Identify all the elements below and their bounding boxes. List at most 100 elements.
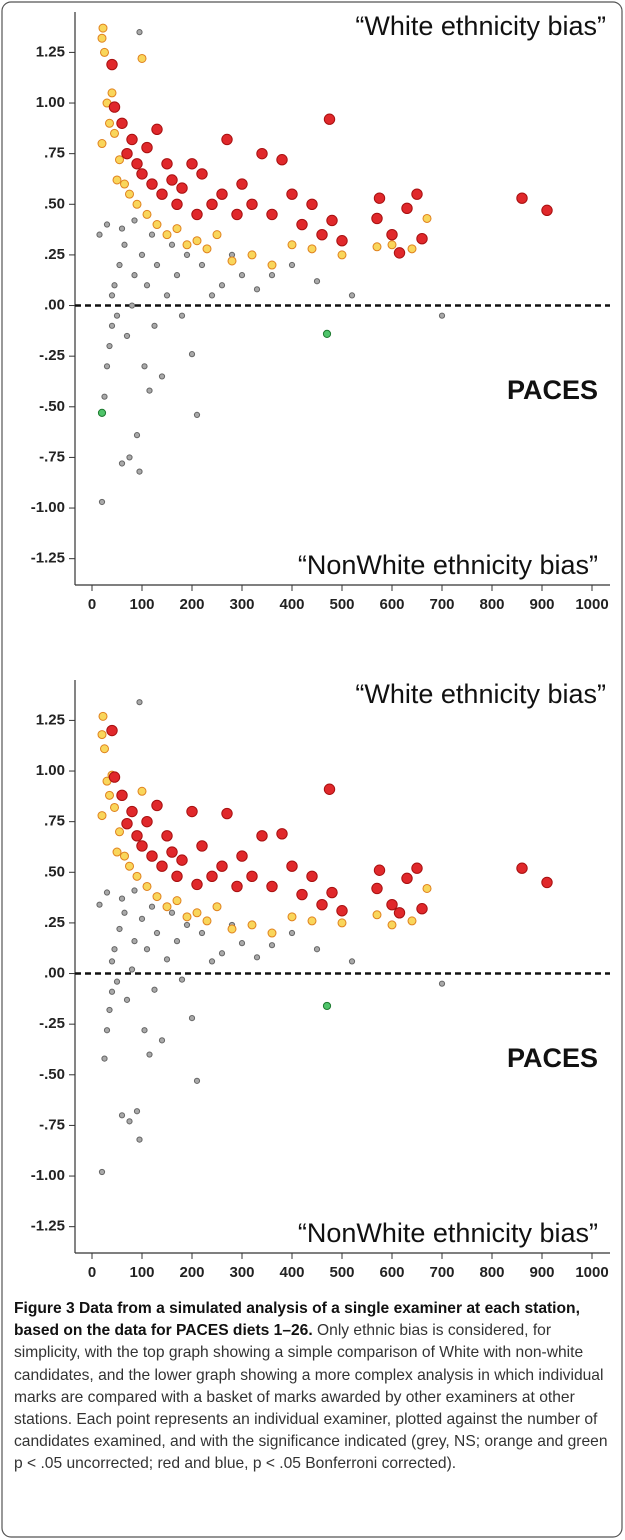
point: [131, 158, 143, 170]
point: [182, 240, 192, 250]
point: [137, 53, 147, 63]
point: [103, 889, 111, 896]
y-tick-label: 1.25: [36, 43, 65, 60]
x-tick-label: 100: [129, 1264, 154, 1281]
point: [97, 33, 107, 43]
caption-title: Figure 3 Data from a simulated analysis …: [14, 1300, 580, 1340]
point: [121, 817, 133, 830]
point: [323, 783, 336, 795]
point: [143, 946, 151, 953]
point: [178, 976, 186, 983]
point: [247, 920, 257, 930]
point: [141, 1027, 148, 1034]
point: [111, 946, 118, 953]
point: [202, 244, 212, 254]
point: [173, 272, 181, 279]
y-tick-label: -.50: [39, 398, 65, 415]
point: [191, 208, 203, 221]
point: [422, 883, 432, 893]
point: [142, 209, 152, 219]
point: [193, 1077, 201, 1084]
point: [108, 988, 116, 995]
point: [106, 1006, 113, 1014]
point: [103, 1027, 111, 1034]
point: [161, 158, 173, 170]
point: [176, 182, 188, 194]
point: [193, 411, 201, 418]
point: [393, 247, 406, 259]
point: [141, 141, 153, 154]
x-tick-label: 0: [88, 1264, 96, 1281]
point: [131, 830, 143, 842]
point: [173, 938, 181, 945]
point: [146, 387, 153, 394]
point: [153, 929, 161, 937]
point: [393, 907, 406, 919]
point: [128, 302, 136, 309]
point: [120, 851, 129, 861]
point: [131, 938, 138, 945]
point: [218, 950, 226, 957]
point: [348, 292, 356, 299]
point: [306, 198, 318, 210]
point: [316, 228, 328, 241]
point: [191, 878, 203, 891]
point: [216, 188, 228, 200]
point: [132, 871, 142, 881]
point: [101, 393, 108, 400]
point: [231, 208, 243, 221]
x-tick-label: 1000: [575, 596, 608, 613]
point: [166, 174, 178, 186]
point: [348, 958, 356, 965]
point: [151, 322, 158, 329]
caption-text: Only ethnic bias is considered, for simp…: [14, 1322, 608, 1473]
point: [407, 244, 417, 254]
point: [411, 862, 423, 874]
point: [231, 880, 243, 893]
point: [176, 854, 188, 866]
point: [121, 147, 133, 160]
x-tick-label: 600: [379, 1264, 404, 1281]
y-tick-label: .75: [44, 145, 65, 162]
point: [516, 862, 528, 874]
point: [138, 915, 146, 922]
point: [196, 168, 208, 180]
point: [266, 208, 278, 221]
y-tick-label: 1.00: [36, 762, 65, 779]
point: [131, 217, 138, 224]
point: [313, 278, 321, 285]
point: [106, 724, 118, 737]
point: [212, 902, 222, 912]
point: [100, 47, 109, 57]
point: [96, 231, 103, 238]
x-tick-label: 1000: [575, 1264, 608, 1281]
point: [372, 242, 382, 252]
point: [438, 980, 446, 987]
point: [152, 220, 162, 230]
point: [216, 860, 228, 872]
point: [108, 771, 121, 783]
y-tick-label: .75: [44, 813, 65, 830]
point: [158, 373, 166, 380]
annotation: PACES: [507, 1043, 598, 1073]
point: [246, 198, 258, 210]
point: [371, 882, 383, 895]
point: [206, 198, 218, 210]
point: [313, 946, 321, 953]
x-tick-label: 400: [279, 596, 304, 613]
point: [103, 363, 111, 370]
point: [238, 940, 246, 947]
point: [121, 241, 128, 248]
point: [266, 880, 278, 893]
point: [541, 204, 553, 217]
point: [387, 920, 397, 930]
x-tick-label: 300: [229, 596, 254, 613]
point: [113, 312, 121, 319]
point: [106, 58, 118, 71]
point: [141, 363, 148, 370]
point: [411, 188, 423, 200]
point: [401, 872, 413, 885]
point: [186, 158, 198, 170]
